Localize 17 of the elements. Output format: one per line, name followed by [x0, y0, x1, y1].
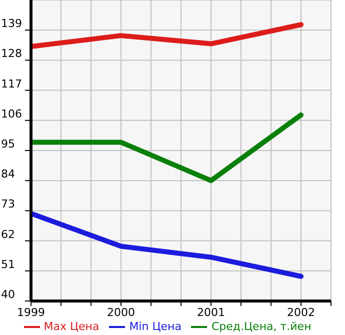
y-tick-label: 117 [1, 77, 22, 90]
legend-label: Min Цена [129, 320, 182, 334]
y-tick-label: 95 [1, 138, 15, 150]
y-tick-label: 139 [1, 17, 22, 30]
y-tick-label: 62 [1, 228, 15, 241]
legend-label: Сред.Цена, т.йен [211, 320, 312, 334]
y-tick-label: 128 [1, 47, 22, 60]
x-tick-label: 2002 [287, 306, 316, 319]
y-tick-label: 73 [1, 198, 15, 211]
y-tick-label: 106 [1, 107, 22, 120]
x-tick-label: 1999 [17, 306, 45, 319]
x-tick-label: 2000 [107, 306, 136, 319]
y-tick-label: 51 [1, 258, 15, 271]
y-tick-label: 40 [1, 288, 15, 301]
x-tick-label: 2001 [197, 306, 226, 319]
y-tick-label: 84 [1, 168, 15, 181]
legend-label: Max Цена [44, 320, 100, 334]
